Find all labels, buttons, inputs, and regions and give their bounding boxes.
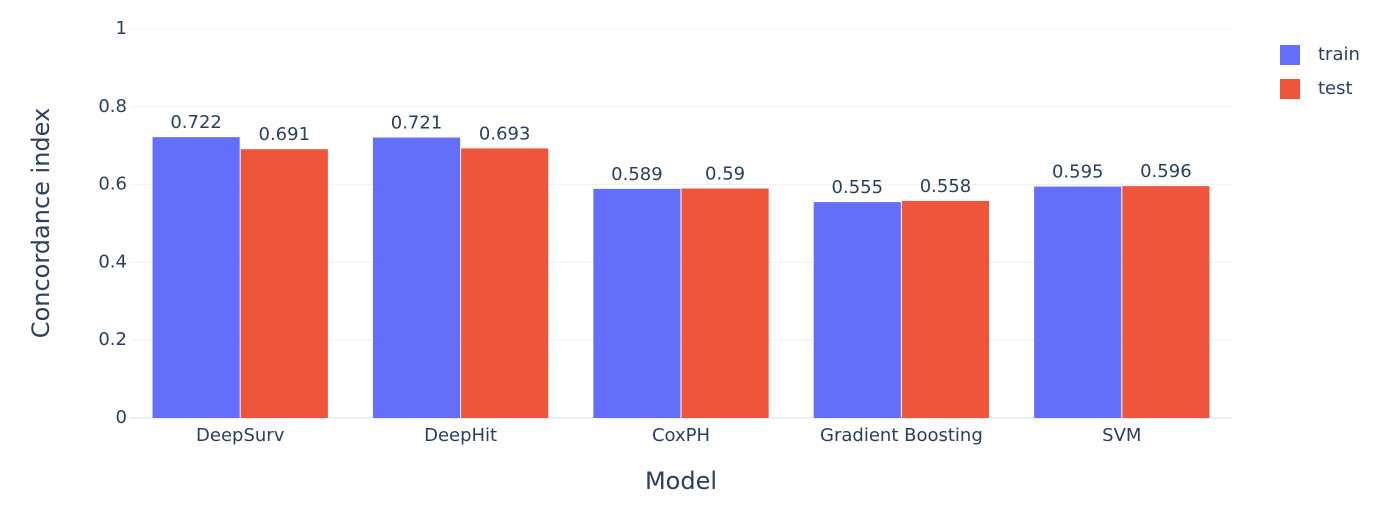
bar: [813, 202, 901, 418]
value-label: 0.693: [479, 123, 531, 144]
bar: [1034, 186, 1122, 418]
x-tick-label: CoxPH: [652, 425, 710, 446]
value-label: 0.59: [705, 163, 745, 184]
x-tick-label: SVM: [1102, 425, 1141, 446]
bar: [593, 188, 681, 418]
legend-swatch: [1280, 79, 1300, 99]
bar: [1122, 186, 1210, 418]
bar: [681, 188, 769, 418]
legend-swatch: [1280, 45, 1300, 65]
value-label: 0.691: [259, 124, 311, 145]
bar: [461, 148, 549, 418]
value-label: 0.558: [920, 176, 972, 197]
x-tick-label: DeepSurv: [196, 425, 285, 446]
y-tick-label: 0: [116, 407, 127, 428]
y-tick-label: 1: [116, 18, 127, 39]
x-tick-label: Gradient Boosting: [820, 425, 983, 446]
bar: [152, 137, 240, 418]
value-label: 0.596: [1140, 161, 1192, 182]
legend-label: train: [1318, 44, 1360, 65]
bar: [372, 137, 461, 418]
y-tick-label: 0.2: [98, 329, 127, 350]
value-label: 0.555: [832, 177, 884, 198]
bar: [240, 149, 328, 419]
y-axis-title: Concordance index: [27, 108, 55, 338]
x-tick-label: DeepHit: [424, 425, 497, 446]
value-label: 0.589: [611, 164, 663, 185]
y-tick-label: 0.4: [98, 251, 127, 272]
value-label: 0.722: [170, 112, 222, 133]
x-axis-title: Model: [645, 467, 717, 495]
value-label: 0.721: [391, 113, 443, 134]
y-tick-label: 0.8: [98, 96, 127, 117]
value-label: 0.595: [1052, 162, 1104, 183]
y-tick-label: 0.6: [98, 174, 127, 195]
bar: [901, 200, 990, 418]
legend-label: test: [1318, 78, 1353, 99]
